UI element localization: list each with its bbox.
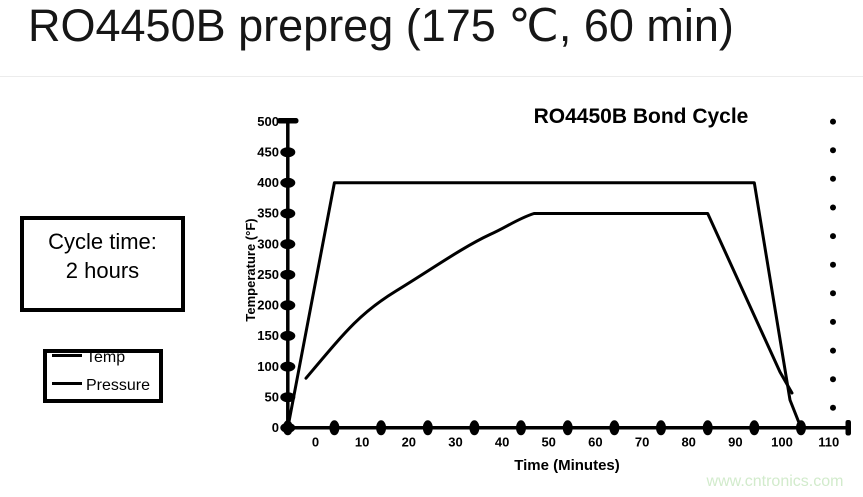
- svg-text:70: 70: [635, 435, 649, 450]
- svg-text:100: 100: [771, 435, 793, 450]
- svg-text:Time (Minutes): Time (Minutes): [514, 457, 620, 474]
- svg-text:www.cntronics.com: www.cntronics.com: [706, 473, 844, 490]
- svg-text:110: 110: [818, 435, 839, 450]
- svg-text:60: 60: [588, 435, 602, 450]
- svg-text:RO4450B Bond Cycle: RO4450B Bond Cycle: [534, 105, 749, 128]
- svg-text:150: 150: [257, 328, 279, 343]
- svg-text:90: 90: [728, 435, 742, 450]
- svg-text:0: 0: [272, 420, 279, 435]
- svg-text:100: 100: [257, 359, 279, 374]
- svg-text:250: 250: [257, 267, 279, 282]
- svg-text:50: 50: [265, 389, 279, 404]
- svg-text:Temperature (°F): Temperature (°F): [243, 218, 258, 321]
- svg-text:200: 200: [257, 298, 279, 313]
- svg-text:450: 450: [257, 144, 279, 159]
- svg-text:10: 10: [355, 435, 369, 450]
- svg-text:20: 20: [402, 435, 416, 450]
- svg-text:400: 400: [257, 175, 279, 190]
- svg-text:50: 50: [541, 435, 555, 450]
- svg-text:300: 300: [257, 236, 279, 251]
- svg-text:0: 0: [312, 435, 319, 450]
- svg-text:40: 40: [495, 435, 509, 450]
- svg-text:500: 500: [257, 114, 279, 129]
- svg-text:350: 350: [257, 206, 279, 221]
- svg-text:80: 80: [681, 435, 695, 450]
- svg-text:30: 30: [448, 435, 462, 450]
